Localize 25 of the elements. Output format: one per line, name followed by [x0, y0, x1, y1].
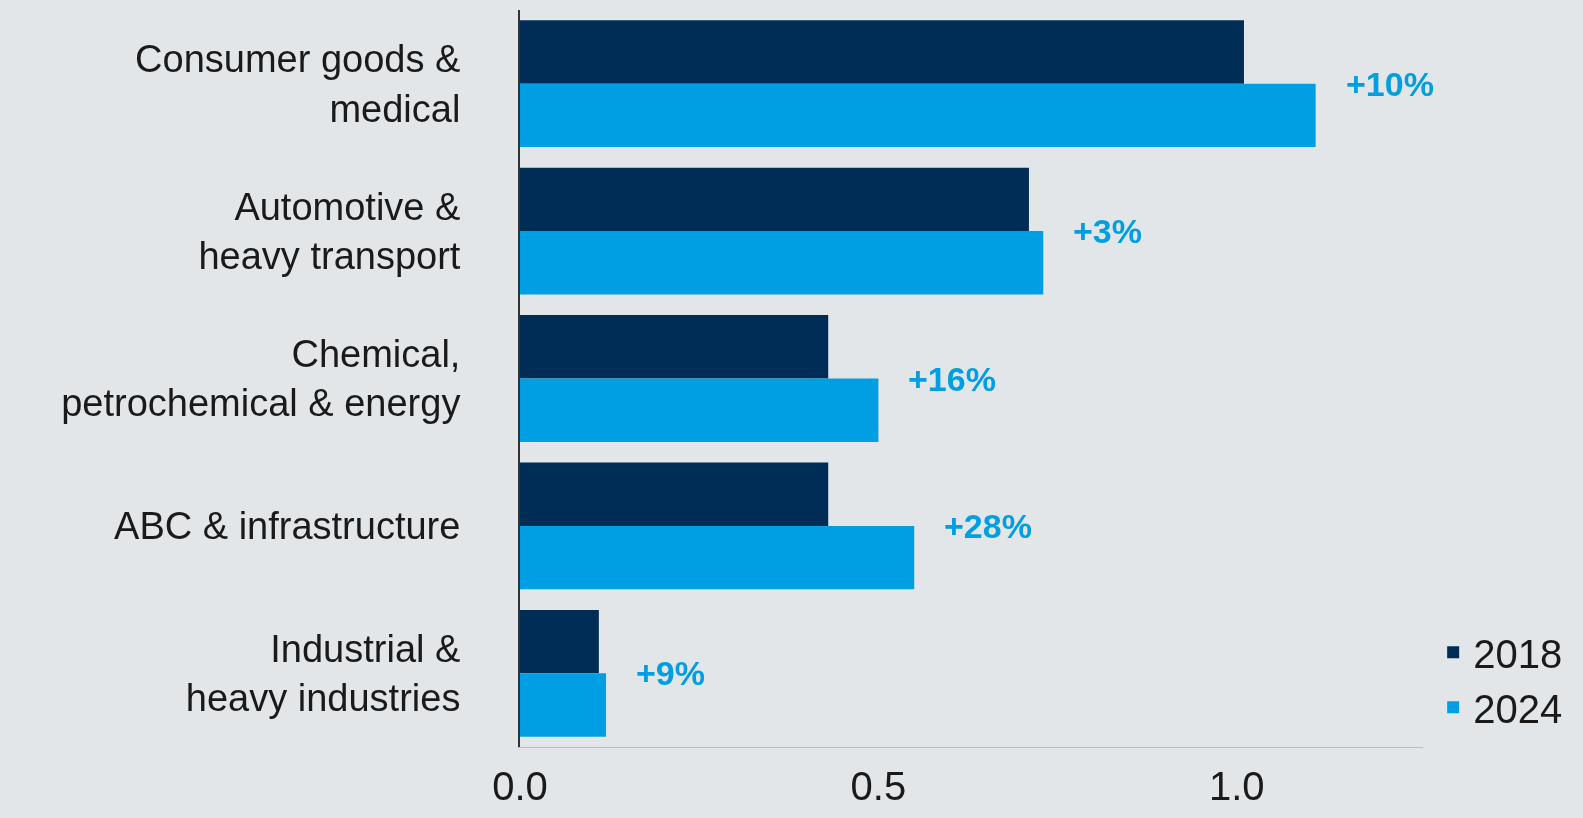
bar — [520, 167, 1029, 232]
y-tick-label: Automotive & heavy transport — [198, 185, 461, 278]
bar — [520, 315, 829, 379]
bar — [520, 20, 1244, 84]
annotation: +28% — [944, 507, 1032, 545]
bar — [520, 378, 879, 442]
x-tick-label: 0.5 — [850, 764, 907, 808]
bar — [520, 673, 607, 737]
annotation: +16% — [908, 360, 996, 398]
y-tick-label: Chemical, petrochemical & energy — [61, 333, 461, 425]
legend-label: 2018 — [1473, 631, 1563, 676]
y-tick-label: Consumer goods & medical — [135, 38, 461, 130]
x-tick-label: 0.0 — [492, 764, 548, 808]
y-tick-label: Industrial & heavy industries — [185, 627, 461, 720]
bar — [520, 609, 599, 674]
annotation: +10% — [1346, 65, 1434, 103]
bar — [520, 462, 829, 526]
annotation: +3% — [1073, 212, 1142, 250]
legend-label: 2024 — [1473, 686, 1563, 731]
bar — [520, 525, 915, 590]
bar — [520, 231, 1044, 295]
annotation: +9% — [636, 654, 705, 692]
bar — [520, 83, 1316, 148]
y-tick-label: ABC & infrastructure — [114, 505, 461, 548]
x-tick-label: 1.0 — [1209, 764, 1265, 808]
